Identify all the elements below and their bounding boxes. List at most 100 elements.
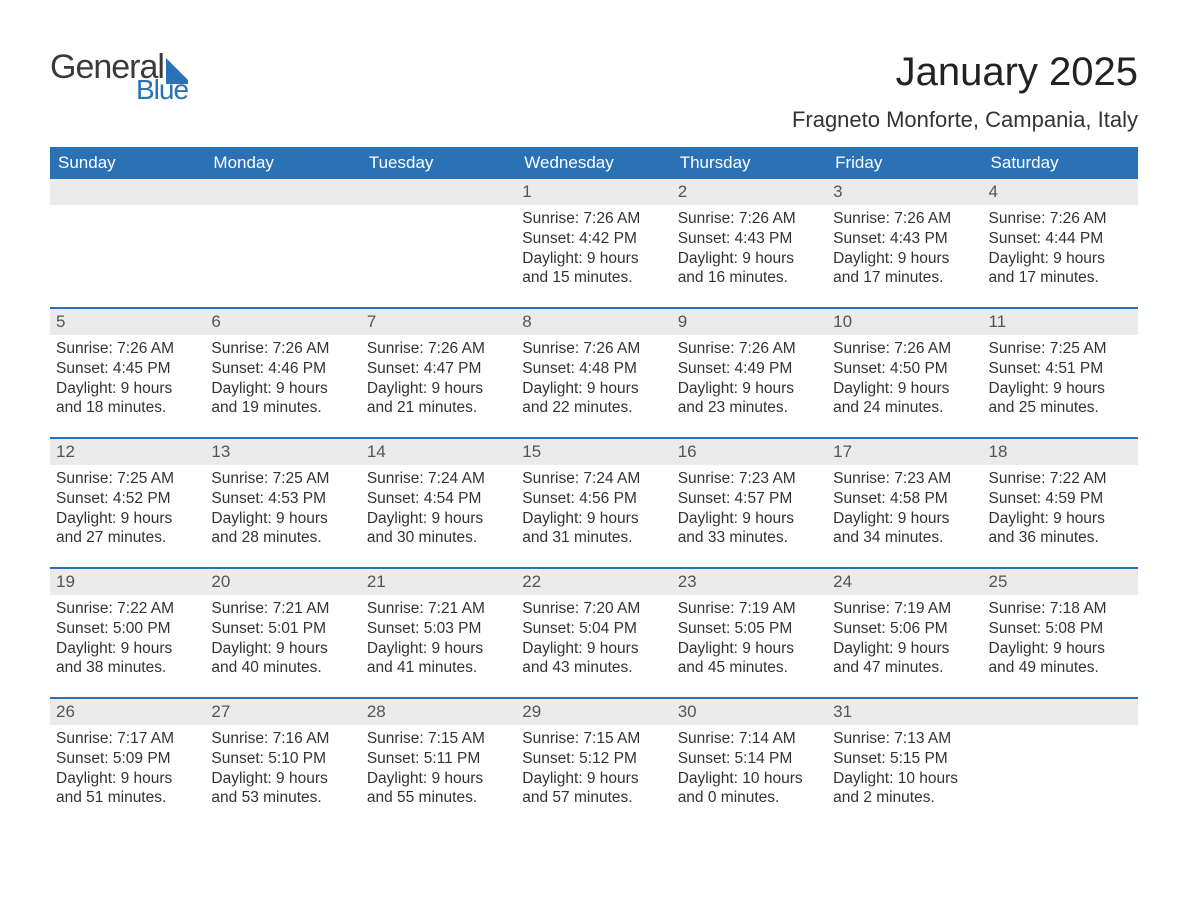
day-number: 18 — [989, 442, 1008, 461]
calendar-day: 22Sunrise: 7:20 AMSunset: 5:04 PMDayligh… — [516, 569, 671, 697]
day-number-bar: 26 — [50, 699, 205, 725]
day-number: 17 — [833, 442, 852, 461]
sunset-line: Sunset: 5:10 PM — [211, 749, 354, 769]
daylight-line: Daylight: 9 hours and 28 minutes. — [211, 509, 354, 549]
day-number: 14 — [367, 442, 386, 461]
calendar-day: 4 Sunrise: 7:26 AMSunset: 4:44 PMDaylight… — [983, 179, 1138, 307]
calendar-week: 5Sunrise: 7:26 AMSunset: 4:45 PMDaylight… — [50, 307, 1138, 437]
day-number-bar: 7 — [361, 309, 516, 335]
daylight-line: Daylight: 9 hours and 57 minutes. — [522, 769, 665, 809]
calendar-day: 13Sunrise: 7:25 AMSunset: 4:53 PMDayligh… — [205, 439, 360, 567]
weekday-header: Wednesday — [516, 147, 671, 179]
sunset-line: Sunset: 4:46 PM — [211, 359, 354, 379]
sunrise-line: Sunrise: 7:26 AM — [522, 209, 665, 229]
sunset-line: Sunset: 5:03 PM — [367, 619, 510, 639]
day-number-bar: 21 — [361, 569, 516, 595]
calendar: SundayMondayTuesdayWednesdayThursdayFrid… — [50, 147, 1138, 827]
logo-sail-icon — [166, 58, 188, 80]
sunrise-line: Sunrise: 7:23 AM — [678, 469, 821, 489]
calendar-day: 9Sunrise: 7:26 AMSunset: 4:49 PMDaylight… — [672, 309, 827, 437]
day-body: Sunrise: 7:15 AMSunset: 5:11 PMDaylight:… — [361, 725, 516, 808]
header: General Blue January 2025 Fragneto Monfo… — [50, 50, 1138, 133]
day-number: 26 — [56, 702, 75, 721]
day-number: 6 — [211, 312, 220, 331]
daylight-line: Daylight: 10 hours and 0 minutes. — [678, 769, 821, 809]
day-number-bar: 17 — [827, 439, 982, 465]
day-number-bar: 8 — [516, 309, 671, 335]
calendar-day: 6 Sunrise: 7:26 AMSunset: 4:46 PMDaylight… — [205, 309, 360, 437]
sunset-line: Sunset: 5:04 PM — [522, 619, 665, 639]
sunset-line: Sunset: 4:54 PM — [367, 489, 510, 509]
day-body: Sunrise: 7:26 AMSunset: 4:49 PMDaylight:… — [672, 335, 827, 418]
day-number: 11 — [989, 312, 1007, 331]
day-number-bar: 16 — [672, 439, 827, 465]
day-number-bar: 13 — [205, 439, 360, 465]
sunset-line: Sunset: 4:48 PM — [522, 359, 665, 379]
day-number-bar: 25 — [983, 569, 1138, 595]
day-number-bar: 31 — [827, 699, 982, 725]
day-number-bar: 12 — [50, 439, 205, 465]
day-number-bar: 23 — [672, 569, 827, 595]
day-number: 3 — [833, 182, 842, 201]
calendar-day: 2Sunrise: 7:26 AMSunset: 4:43 PMDaylight… — [672, 179, 827, 307]
day-number-bar: 4 — [983, 179, 1138, 205]
daylight-line: Daylight: 9 hours and 41 minutes. — [367, 639, 510, 679]
calendar-day — [205, 179, 360, 307]
sunrise-line: Sunrise: 7:26 AM — [367, 339, 510, 359]
daylight-line: Daylight: 9 hours and 25 minutes. — [989, 379, 1132, 419]
daylight-line: Daylight: 9 hours and 30 minutes. — [367, 509, 510, 549]
daylight-line: Daylight: 9 hours and 18 minutes. — [56, 379, 199, 419]
day-number: 8 — [522, 312, 531, 331]
sunrise-line: Sunrise: 7:25 AM — [56, 469, 199, 489]
day-number: 22 — [522, 572, 541, 591]
day-number-bar — [983, 699, 1138, 725]
day-body: Sunrise: 7:25 AMSunset: 4:53 PMDaylight:… — [205, 465, 360, 548]
sunset-line: Sunset: 4:59 PM — [989, 489, 1132, 509]
sunrise-line: Sunrise: 7:21 AM — [211, 599, 354, 619]
day-number: 28 — [367, 702, 386, 721]
calendar-day: 16Sunrise: 7:23 AMSunset: 4:57 PMDayligh… — [672, 439, 827, 567]
day-body: Sunrise: 7:17 AMSunset: 5:09 PMDaylight:… — [50, 725, 205, 808]
day-body: Sunrise: 7:26 AMSunset: 4:47 PMDaylight:… — [361, 335, 516, 418]
weekday-header: Monday — [205, 147, 360, 179]
daylight-line: Daylight: 9 hours and 45 minutes. — [678, 639, 821, 679]
sunrise-line: Sunrise: 7:25 AM — [211, 469, 354, 489]
sunrise-line: Sunrise: 7:19 AM — [833, 599, 976, 619]
day-body: Sunrise: 7:22 AMSunset: 4:59 PMDaylight:… — [983, 465, 1138, 548]
calendar-day: 5Sunrise: 7:26 AMSunset: 4:45 PMDaylight… — [50, 309, 205, 437]
weekday-header: Saturday — [983, 147, 1138, 179]
sunrise-line: Sunrise: 7:18 AM — [989, 599, 1132, 619]
day-number-bar — [50, 179, 205, 205]
day-number-bar: 2 — [672, 179, 827, 205]
day-body: Sunrise: 7:26 AMSunset: 4:44 PMDaylight:… — [983, 205, 1138, 288]
day-number-bar: 6 — [205, 309, 360, 335]
day-body: Sunrise: 7:26 AMSunset: 4:43 PMDaylight:… — [672, 205, 827, 288]
sunset-line: Sunset: 4:47 PM — [367, 359, 510, 379]
day-body: Sunrise: 7:21 AMSunset: 5:01 PMDaylight:… — [205, 595, 360, 678]
sunset-line: Sunset: 5:08 PM — [989, 619, 1132, 639]
calendar-week: 19Sunrise: 7:22 AMSunset: 5:00 PMDayligh… — [50, 567, 1138, 697]
calendar-day: 31Sunrise: 7:13 AMSunset: 5:15 PMDayligh… — [827, 699, 982, 827]
day-body: Sunrise: 7:25 AMSunset: 4:51 PMDaylight:… — [983, 335, 1138, 418]
daylight-line: Daylight: 9 hours and 38 minutes. — [56, 639, 199, 679]
sunset-line: Sunset: 5:06 PM — [833, 619, 976, 639]
sunrise-line: Sunrise: 7:14 AM — [678, 729, 821, 749]
day-number: 20 — [211, 572, 230, 591]
daylight-line: Daylight: 9 hours and 43 minutes. — [522, 639, 665, 679]
calendar-day: 12Sunrise: 7:25 AMSunset: 4:52 PMDayligh… — [50, 439, 205, 567]
day-number: 4 — [989, 182, 998, 201]
day-number: 27 — [211, 702, 230, 721]
sunset-line: Sunset: 5:05 PM — [678, 619, 821, 639]
calendar-day: 28 Sunrise: 7:15 AMSunset: 5:11 PMDayligh… — [361, 699, 516, 827]
weekday-header: Friday — [827, 147, 982, 179]
sunset-line: Sunset: 4:43 PM — [678, 229, 821, 249]
sunset-line: Sunset: 4:42 PM — [522, 229, 665, 249]
day-number: 23 — [678, 572, 697, 591]
sunrise-line: Sunrise: 7:26 AM — [56, 339, 199, 359]
sunrise-line: Sunrise: 7:26 AM — [211, 339, 354, 359]
sunset-line: Sunset: 4:53 PM — [211, 489, 354, 509]
day-body: Sunrise: 7:26 AMSunset: 4:46 PMDaylight:… — [205, 335, 360, 418]
calendar-day: 8Sunrise: 7:26 AMSunset: 4:48 PMDaylight… — [516, 309, 671, 437]
daylight-line: Daylight: 9 hours and 34 minutes. — [833, 509, 976, 549]
day-number-bar: 3 — [827, 179, 982, 205]
